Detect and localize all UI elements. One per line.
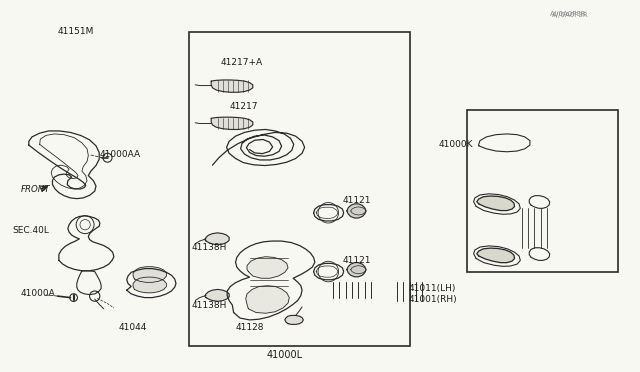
Text: 41217: 41217 <box>229 102 258 110</box>
Polygon shape <box>479 134 530 152</box>
Text: 41151M: 41151M <box>58 27 94 36</box>
Polygon shape <box>77 271 101 295</box>
Text: 41001(RH): 41001(RH) <box>408 295 457 304</box>
Polygon shape <box>211 117 253 129</box>
Polygon shape <box>529 196 550 208</box>
Text: 41000L: 41000L <box>267 350 303 360</box>
Polygon shape <box>285 315 303 324</box>
Polygon shape <box>314 205 344 221</box>
Polygon shape <box>29 131 99 199</box>
Polygon shape <box>347 204 366 218</box>
Polygon shape <box>347 263 366 277</box>
Polygon shape <box>477 196 515 211</box>
Text: 41000K: 41000K <box>438 140 473 149</box>
Text: 41217+A: 41217+A <box>221 58 263 67</box>
Polygon shape <box>314 263 344 280</box>
Polygon shape <box>247 257 288 278</box>
Polygon shape <box>133 267 166 282</box>
Bar <box>467 110 618 272</box>
Polygon shape <box>205 233 229 245</box>
Text: A//0A0P3R: A//0A0P3R <box>550 11 587 17</box>
Text: SEC.40L: SEC.40L <box>13 226 50 235</box>
Polygon shape <box>477 248 515 263</box>
Polygon shape <box>205 289 229 301</box>
Polygon shape <box>59 216 114 271</box>
Polygon shape <box>529 248 550 260</box>
Text: 41000A: 41000A <box>20 289 55 298</box>
Text: 41011(LH): 41011(LH) <box>408 284 456 293</box>
Polygon shape <box>211 80 253 92</box>
Text: A//0A0P3R: A//0A0P3R <box>552 12 588 18</box>
Text: 41128: 41128 <box>236 323 264 332</box>
Text: 41000AA: 41000AA <box>99 150 140 159</box>
Text: 41121: 41121 <box>342 256 371 265</box>
Text: 41044: 41044 <box>118 323 147 332</box>
Polygon shape <box>133 277 166 293</box>
Polygon shape <box>246 286 289 313</box>
Text: FRONT: FRONT <box>20 185 50 194</box>
Text: 41138H: 41138H <box>192 243 227 252</box>
Text: 41121: 41121 <box>342 196 371 205</box>
Polygon shape <box>227 241 315 320</box>
Bar <box>189 32 410 346</box>
Text: 41138H: 41138H <box>192 301 227 310</box>
Polygon shape <box>127 269 176 298</box>
